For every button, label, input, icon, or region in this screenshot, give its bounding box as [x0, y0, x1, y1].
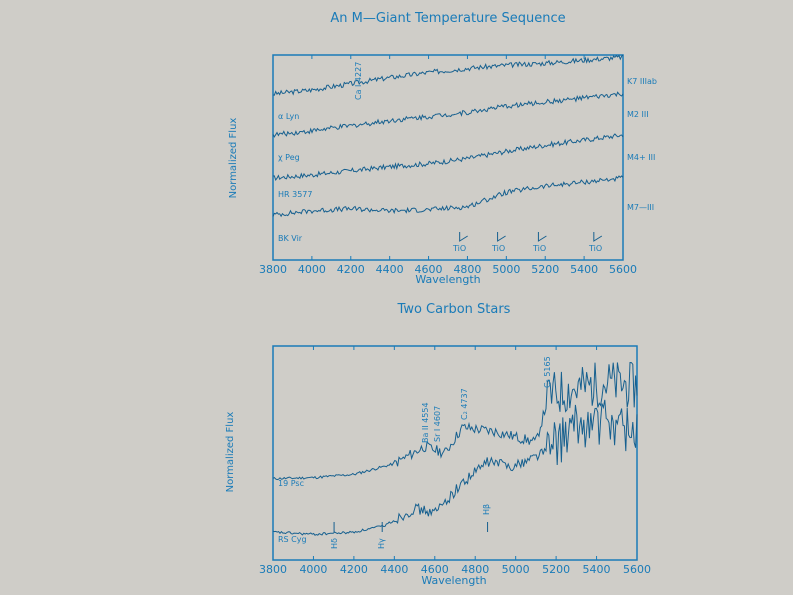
plot-frame: [272, 54, 624, 261]
plot-frame: [272, 345, 638, 561]
series-line: [272, 399, 638, 536]
x-tick-label: 4600: [415, 263, 443, 276]
x-tick-label: 5600: [609, 263, 637, 276]
series-lines: [272, 361, 638, 536]
series-name-label: RS Cyg: [278, 535, 307, 544]
spectral-type-label: M7—III: [627, 203, 654, 212]
x-tick-label: 5000: [492, 263, 520, 276]
tio-band-marker: [537, 232, 547, 242]
series-name-label: χ Peg: [278, 153, 300, 162]
annotation-label: Hγ: [377, 538, 386, 549]
x-tick-label: 4400: [380, 563, 408, 576]
x-ticks: 3800 4000 4200 4400 4600 4800 5000 5200 5400 5600: [259, 346, 651, 576]
x-axis-label: Wavelength: [421, 574, 486, 587]
annotation-label: TiO: [588, 244, 602, 253]
y-axis-label: Normalized Flux: [228, 118, 239, 199]
x-tick-label: 4400: [376, 263, 404, 276]
series-name-label: α Lyn: [278, 112, 299, 121]
series-line: [272, 54, 624, 96]
spectral-type-label: M2 III: [627, 110, 649, 119]
series-name-label: HR 3577: [278, 190, 312, 199]
annotation-label: Ba II 4554: [421, 402, 430, 443]
series-name-label: BK Vir: [278, 234, 303, 243]
tio-band-marker: [459, 232, 468, 242]
x-tick-label: 3800: [259, 263, 287, 276]
x-tick-label: 4600: [421, 563, 449, 576]
x-tick-label: 4800: [453, 263, 481, 276]
annotation-label: TiO: [532, 244, 546, 253]
x-tick-label: 4000: [298, 263, 326, 276]
series-line: [272, 175, 624, 218]
tio-band-marker: [593, 232, 603, 242]
annotation-label: Ca I 4227: [354, 62, 363, 100]
y-axis-label: Normalized Flux: [225, 412, 236, 493]
x-axis-label: Wavelength: [415, 273, 480, 286]
series-lines: [272, 54, 624, 242]
series-labels: 19 Psc RS Cyg Ba II 4554 Sr I 4607 C₂ 47…: [278, 356, 552, 549]
annotation-label: C₂ 4737: [460, 388, 469, 420]
chart-title: Two Carbon Stars: [397, 302, 511, 317]
chart-title: An M—Giant Temperature Sequence: [330, 11, 565, 26]
series-labels: α Lyn χ Peg HR 3577 BK Vir K7 IIIab M2 I…: [278, 62, 657, 253]
x-tick-label: 5200: [531, 263, 559, 276]
annotation-label: Sr I 4607: [433, 406, 442, 442]
spectral-type-label: M4+ III: [627, 153, 655, 162]
x-tick-label: 5600: [623, 563, 651, 576]
x-tick-label: 4800: [461, 563, 489, 576]
x-tick-label: 4200: [340, 563, 368, 576]
x-tick-label: 4000: [299, 563, 327, 576]
x-tick-label: 5400: [583, 563, 611, 576]
tio-band-marker: [497, 232, 506, 242]
x-ticks: 3800 4000 4200 4400 4600 4800 5000 5200 5400 5600: [259, 55, 637, 276]
annotation-label: TiO: [491, 244, 505, 253]
annotation-label: TiO: [452, 244, 466, 253]
x-tick-label: 5000: [502, 563, 530, 576]
x-tick-label: 5200: [542, 563, 570, 576]
spectral-type-label: K7 IIIab: [627, 77, 657, 86]
x-tick-label: 5400: [570, 263, 598, 276]
series-line: [272, 91, 624, 138]
annotation-label: C₂ 5165: [543, 356, 552, 388]
carbon-stars-chart: Two Carbon Stars Normalized Flux Wavelen…: [225, 302, 651, 587]
x-tick-label: 3800: [259, 563, 287, 576]
m-giant-chart: An M—Giant Temperature Sequence Normaliz…: [228, 11, 657, 286]
annotation-label: Hδ: [330, 538, 339, 549]
x-tick-label: 4200: [337, 263, 365, 276]
annotation-label: Hβ: [482, 504, 491, 515]
series-name-label: 19 Psc: [278, 479, 304, 488]
series-line: [272, 361, 638, 481]
series-line: [272, 133, 624, 181]
